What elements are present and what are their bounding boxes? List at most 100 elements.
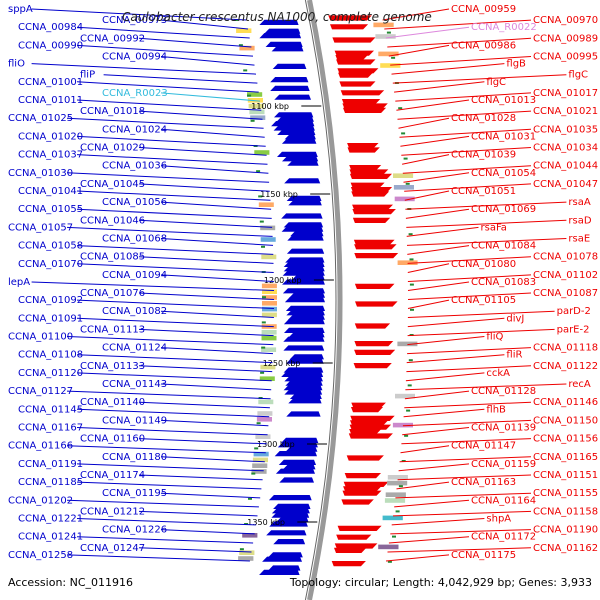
right-label-leader [392, 510, 532, 517]
category-block [378, 544, 399, 550]
category-block [397, 260, 418, 265]
forward-gene-arrow [288, 332, 325, 338]
left-label-leader [76, 26, 250, 39]
left-gene-label: CCNA_01070 [18, 259, 83, 270]
reverse-gene-arrow [354, 323, 391, 329]
forward-gene-arrow [281, 138, 317, 144]
left-gene-label: CCNA_01191 [18, 459, 83, 470]
scale-tick-label: 1100 kbp [251, 102, 289, 111]
reverse-gene-arrow [349, 165, 382, 171]
forward-gene-arrow [281, 371, 324, 377]
left-label-leader [66, 117, 264, 129]
reverse-gene-arrow [334, 547, 367, 553]
left-gene-label: CCNA_01091 [18, 313, 83, 324]
left-label-leader [160, 19, 249, 30]
right-gene-label: CCNA_01051 [451, 186, 516, 197]
reverse-gene-arrow [337, 68, 379, 74]
left-label-leader [66, 554, 250, 562]
gene-features [259, 15, 399, 575]
right-gene-label: CCNA_00995 [533, 51, 598, 62]
right-label-leader [403, 172, 470, 183]
right-gene-label: CCNA_01031 [471, 131, 536, 142]
right-label-leader [390, 529, 532, 535]
left-gene-label: CCNA_01085 [80, 252, 145, 263]
reverse-gene-arrow [346, 455, 384, 461]
left-label-leader [138, 438, 267, 445]
reverse-gene-arrow [352, 204, 393, 210]
right-label-leader [407, 328, 555, 337]
right-label-leader [399, 128, 532, 138]
category-block [236, 28, 252, 33]
reverse-gene-arrow [340, 90, 385, 96]
green-mark [401, 132, 406, 135]
left-gene-label: CCNA_00990 [18, 40, 83, 51]
category-block [373, 22, 394, 28]
forward-gene-arrow [259, 33, 302, 39]
right-gene-label: CCNA_01069 [471, 204, 536, 215]
forward-gene-arrow [289, 354, 324, 360]
right-gene-label: CCNA_01159 [471, 459, 536, 470]
left-gene-label: CCNA_R0023 [102, 88, 168, 99]
left-label-leader [76, 245, 274, 255]
right-label-leader [401, 438, 532, 445]
left-label-leader [160, 347, 274, 355]
right-gene-label: flgC [568, 70, 588, 81]
forward-gene-arrow [287, 235, 324, 241]
forward-gene-arrow [271, 508, 310, 514]
right-gene-label: CCNA_01158 [533, 506, 598, 517]
left-label-leader [160, 128, 265, 138]
right-label-leader [407, 274, 532, 282]
left-label-leader [138, 183, 270, 192]
left-label-leader [160, 419, 269, 427]
left-gene-label: CCNA_01185 [18, 477, 83, 488]
left-gene-label: CCNA_01221 [18, 514, 83, 525]
forward-gene-arrow [272, 63, 307, 69]
forward-gene-arrow [288, 398, 322, 404]
green-mark [262, 296, 266, 299]
forward-gene-arrow [281, 226, 324, 232]
left-label-group: sppACCNA_00973CCNA_00984CCNA_00992CCNA_0… [8, 4, 275, 562]
genome-summary: Topology: circular; Length: 4,042,929 bp… [289, 576, 592, 589]
right-label-leader [407, 256, 532, 264]
reverse-gene-arrow [350, 415, 395, 421]
left-label-leader [76, 154, 268, 165]
green-mark [408, 359, 413, 362]
left-gene-label: CCNA_01113 [80, 324, 145, 335]
right-label-leader [406, 354, 505, 364]
left-gene-label: CCNA_01001 [18, 77, 83, 88]
left-gene-label: CCNA_01212 [80, 506, 145, 517]
category-block [260, 364, 276, 370]
left-gene-label: CCNA_01025 [8, 113, 73, 124]
category-block [393, 173, 414, 178]
reverse-gene-arrow [353, 363, 392, 369]
forward-gene-arrow [284, 389, 323, 395]
category-block [251, 469, 267, 474]
green-mark [387, 560, 392, 563]
left-gene-label: CCNA_01140 [80, 397, 145, 408]
forward-gene-arrow [283, 345, 325, 351]
left-label-leader [138, 219, 273, 228]
left-gene-label: sppA [8, 4, 33, 15]
left-gene-label: CCNA_01029 [80, 142, 145, 153]
genome-backbone [307, 0, 343, 600]
left-gene-label: fliO [8, 59, 25, 70]
green-mark [409, 258, 414, 261]
forward-gene-arrow [277, 129, 316, 135]
category-block [261, 347, 277, 352]
left-gene-label: CCNA_01030 [8, 168, 73, 179]
right-label-leader [407, 281, 470, 291]
green-mark [398, 485, 403, 488]
left-gene-label: fliP [80, 70, 95, 81]
green-mark [247, 94, 252, 97]
forward-gene-arrow [290, 231, 324, 237]
forward-gene-arrow [289, 393, 322, 399]
right-label-leader [407, 310, 555, 318]
forward-gene-arrow [274, 451, 317, 457]
green-mark [405, 182, 410, 185]
scale-tick-label: 1250 kbp [263, 359, 301, 368]
left-label-leader [76, 463, 264, 472]
reverse-gene-arrow [354, 244, 397, 250]
category-block [385, 492, 406, 497]
left-gene-label: CCNA_01011 [18, 95, 83, 106]
